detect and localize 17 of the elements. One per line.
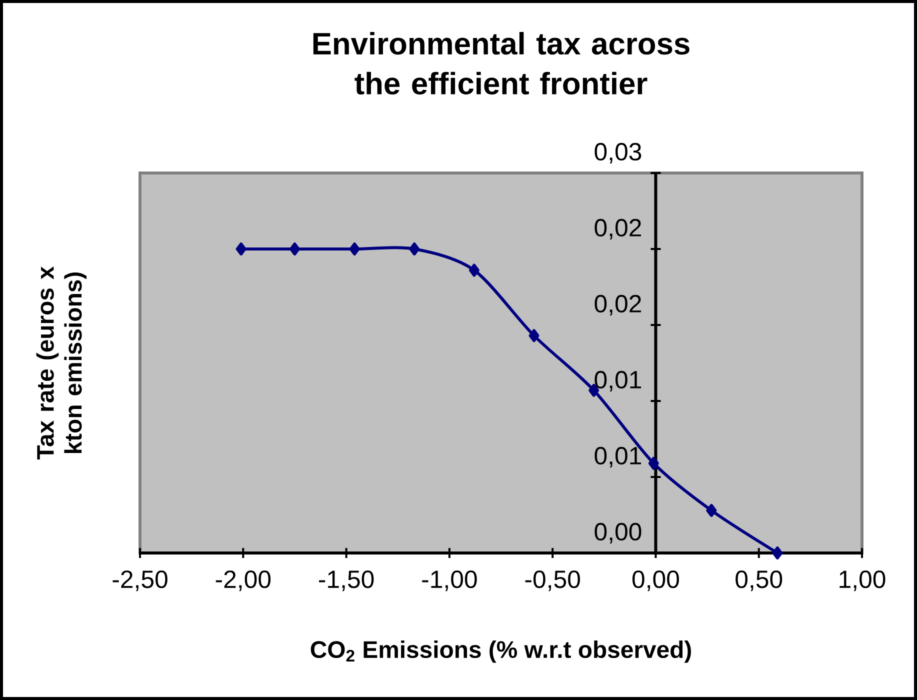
x-tick-label: 0,00 [632, 570, 679, 592]
y-tick-label: 0,03 [594, 142, 642, 164]
y-tick-label: 0,02 [594, 294, 641, 316]
x-tick-label: -2,50 [112, 570, 168, 592]
y-tick-label: 0,01 [594, 370, 642, 392]
y-tick-label: 0,02 [594, 218, 641, 240]
x-axis-title: CO$_{2}$ Emissions (% w.r.t observed) [310, 640, 691, 663]
x-tick-label: -1,00 [422, 570, 477, 592]
chart-title: Environmental tax across the efficient frontier [313, 32, 690, 94]
x-tick-label: -0,50 [525, 570, 580, 592]
x-tick-label: -2,00 [216, 570, 271, 592]
y-tick-label: 0,01 [594, 446, 642, 468]
x-tick-label: 1,00 [840, 570, 886, 592]
y-tick-label: 0,00 [594, 522, 642, 544]
x-tick-label: -1,50 [319, 570, 374, 592]
x-tick-label: 0,50 [736, 570, 782, 592]
y-axis-title: Tax rate (euros x kton emissions) [36, 266, 87, 460]
